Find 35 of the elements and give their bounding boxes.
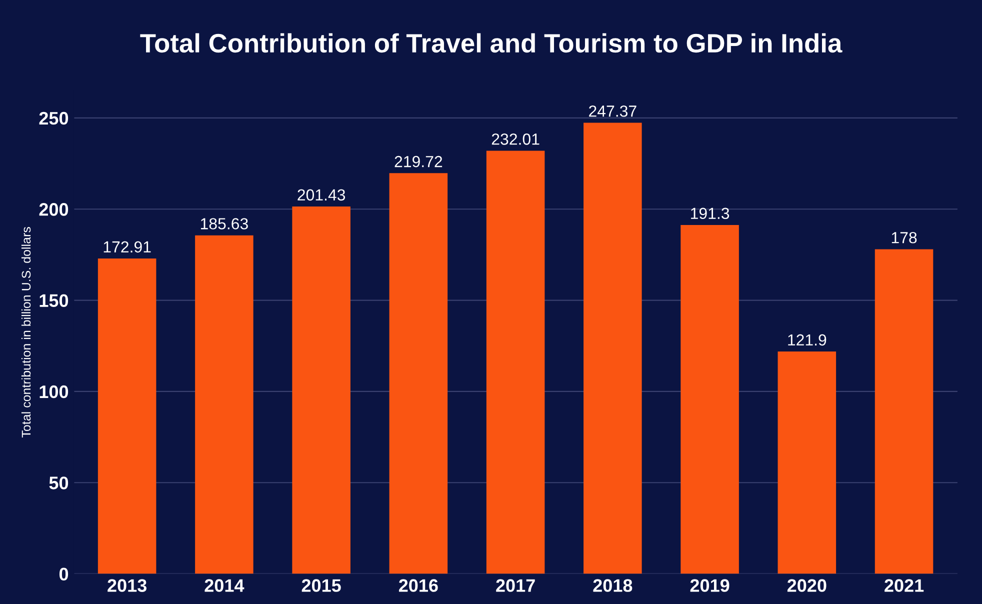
x-tick-label: 2021 [884,579,924,592]
y-tick-label: 250 [39,112,68,125]
data-label: 172.91 [104,241,151,253]
data-label: 201.43 [298,189,346,201]
x-tick-label: 2019 [690,579,730,592]
chart-title: Total Contribution of Travel and Tourism to GDP in India [140,33,842,53]
bar [98,258,156,574]
y-tick-label: 0 [59,568,68,581]
data-label: 232.01 [492,134,540,145]
y-axis-title: Total contribution in billion U.S. dollars [21,227,31,438]
data-label: 191.3 [691,208,730,220]
y-tick-label: 100 [40,385,68,398]
y-tick-label: 200 [39,203,68,216]
x-tick-label: 2013 [108,579,146,592]
y-tick-label: 50 [49,476,68,490]
bar [195,235,254,574]
x-tick-label: 2018 [593,579,632,592]
x-tick-label: 2020 [787,579,826,592]
bar [680,224,739,574]
data-label: 247.37 [589,106,636,117]
x-tick-label: 2014 [204,579,244,592]
bar [486,150,545,574]
x-tick-label: 2015 [302,579,341,592]
data-label: 185.63 [200,218,248,230]
y-tick-label: 150 [40,294,68,308]
data-label: 219.72 [394,156,442,168]
data-label: 178 [892,232,917,244]
x-tick-label: 2016 [398,579,438,592]
bar [778,352,836,574]
data-label: 121.9 [788,334,826,346]
bar [584,122,642,574]
x-tick-label: 2017 [496,579,535,592]
bar [292,206,350,574]
bar [874,249,934,574]
bar [389,173,448,574]
